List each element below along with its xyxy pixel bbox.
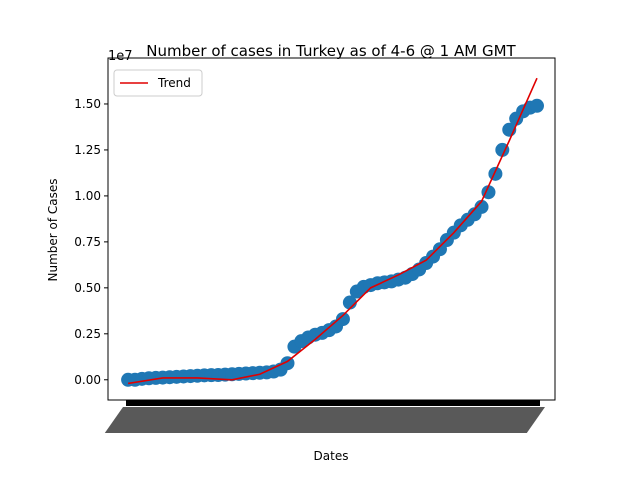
x-tick-labels — [104, 407, 546, 433]
y-tick-label: 1.25 — [74, 143, 101, 157]
y-offset: 1e7 — [108, 49, 133, 64]
point — [280, 356, 295, 371]
y-tick-label: 0.75 — [74, 235, 101, 249]
y-tick-label: 1.50 — [74, 97, 101, 111]
x-tick-smear — [104, 400, 546, 433]
chart-title: Number of cases in Turkey as of 4-6 @ 1 … — [146, 42, 516, 60]
x-axis-label: Dates — [314, 449, 349, 463]
y-tick-label: 0.00 — [74, 373, 101, 387]
legend: Trend — [113, 69, 203, 97]
plot-frame — [107, 57, 556, 401]
trend-line — [127, 77, 538, 385]
point — [474, 199, 489, 214]
legend-box — [113, 69, 203, 97]
point — [529, 98, 544, 113]
y-tick-label: 0.50 — [74, 281, 101, 295]
y-tick-label: 0.25 — [74, 327, 101, 341]
legend-label: Trend — [157, 76, 191, 90]
y-tick-label: 1.00 — [74, 189, 101, 203]
x-tick-marks — [126, 400, 540, 406]
point — [335, 312, 350, 327]
point — [488, 166, 503, 181]
y-axis-label: Number of Cases — [46, 178, 60, 281]
